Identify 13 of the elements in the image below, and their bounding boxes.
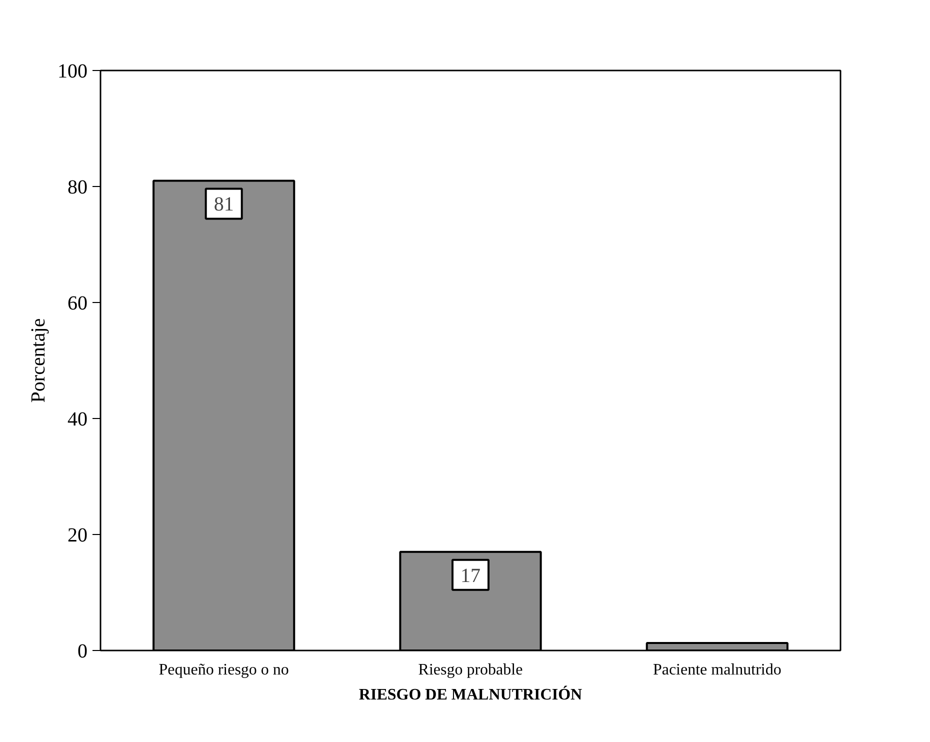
y-tick-label: 80: [68, 176, 88, 198]
y-tick-label: 60: [68, 292, 88, 314]
y-tick-label: 20: [68, 524, 88, 546]
x-tick-label: Pequeño riesgo o no: [158, 662, 289, 678]
x-axis-title: RIESGO DE MALNUTRICIÓN: [358, 686, 583, 704]
x-tick-label: Paciente malnutrido: [652, 662, 782, 678]
y-tick-label: 100: [58, 60, 88, 82]
x-tick-label: Riesgo probable: [418, 662, 523, 678]
y-tick-label: 0: [78, 640, 88, 662]
y-tick-label: 40: [68, 408, 88, 430]
data-label: 81: [214, 194, 234, 216]
data-label: 17: [460, 564, 480, 587]
y-axis-title: Porcentaje: [28, 318, 50, 403]
